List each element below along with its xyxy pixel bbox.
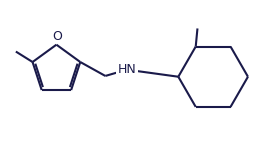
Text: HN: HN — [118, 63, 136, 76]
Text: O: O — [52, 30, 62, 43]
